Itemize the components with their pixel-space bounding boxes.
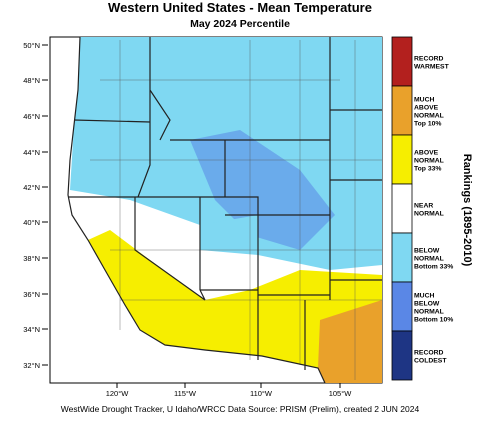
lat-label: 36°N [23, 290, 40, 299]
lat-label: 34°N [23, 325, 40, 334]
lat-label: 44°N [23, 148, 40, 157]
lat-label: 38°N [23, 254, 40, 263]
legend-label: NORMAL [414, 158, 444, 165]
lon-label: 115°W [174, 389, 197, 398]
legend-label: Bottom 10% [414, 317, 453, 324]
legend-swatch [391, 85, 413, 136]
legend-label: NORMAL [414, 309, 444, 316]
very-warm-region [318, 300, 382, 383]
lon-label: 105°W [329, 389, 353, 398]
map [49, 36, 383, 384]
title: Western United States - Mean Temperature [108, 0, 372, 15]
legend-label: NORMAL [414, 256, 444, 263]
legend-label: NORMAL [414, 113, 444, 120]
legend-label: MUCH [414, 97, 434, 104]
footer: WestWide Drought Tracker, U Idaho/WRCC D… [61, 404, 420, 414]
legend-label: Top 10% [414, 121, 441, 128]
legend-label: ABOVE [414, 105, 439, 112]
warm-region [88, 230, 382, 383]
legend-label: ABOVE [414, 150, 439, 157]
lat-label: 42°N [23, 183, 40, 192]
legend-label: COLDEST [414, 358, 447, 365]
legend-label: BELOW [414, 248, 440, 255]
legend-label: RECORD [414, 56, 444, 63]
legend-swatch [391, 281, 413, 332]
legend-label: Top 33% [414, 166, 441, 173]
lat-label: 32°N [23, 361, 40, 370]
utah-cool [200, 215, 258, 255]
lat-label: 40°N [23, 218, 40, 227]
legend-label: NEAR [414, 203, 433, 210]
legend-title: Rankings (1895-2010) [461, 154, 473, 267]
legend-label: NORMAL [414, 211, 444, 218]
legend-label: WARMEST [414, 64, 450, 71]
legend-swatch [391, 232, 413, 283]
lon-label: 110°W [250, 389, 273, 398]
legend-swatch [391, 134, 413, 185]
legend-label: Bottom 33% [414, 264, 453, 271]
lon-label: 120°W [106, 389, 130, 398]
legend-swatch [391, 36, 413, 87]
lat-label: 48°N [23, 76, 40, 85]
lat-label: 46°N [23, 112, 40, 121]
legend-label: MUCH [414, 293, 434, 300]
legend-swatch [391, 330, 413, 381]
legend-label: RECORD [414, 350, 444, 357]
legend-label: BELOW [414, 301, 440, 308]
legend-swatch [391, 183, 413, 234]
subtitle: May 2024 Percentile [190, 18, 290, 30]
lat-label: 50°N [23, 41, 40, 50]
